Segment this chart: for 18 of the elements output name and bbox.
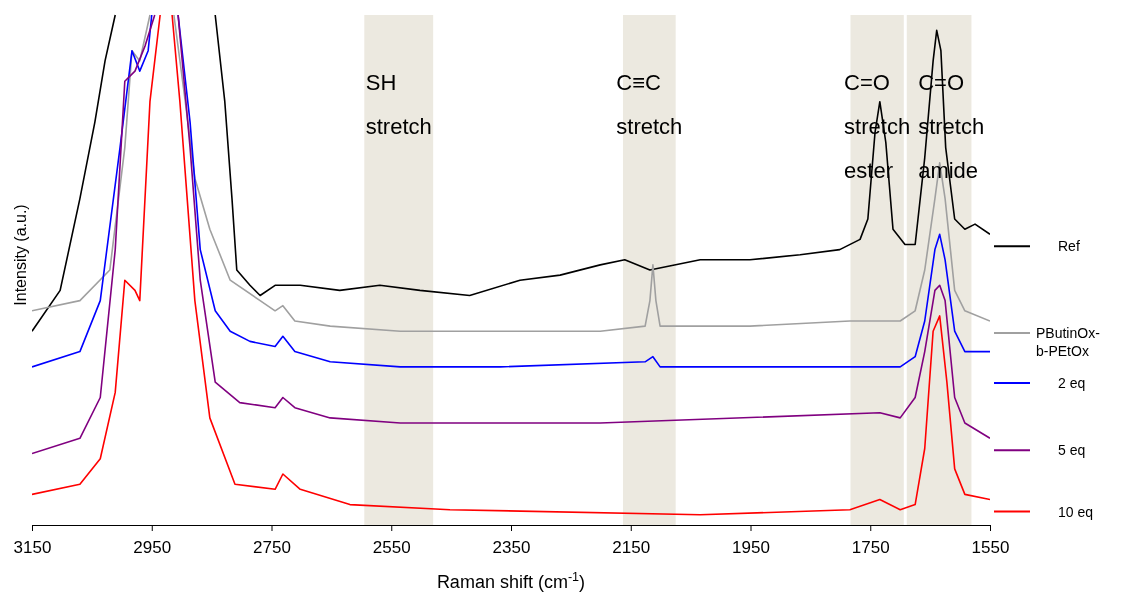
- x-tick-label: 3150: [13, 537, 52, 557]
- x-tick-label: 2150: [612, 537, 651, 557]
- x-tick-label: 1550: [971, 537, 1010, 557]
- band-label: C≡C stretch: [616, 70, 683, 139]
- x-tick-label: 2750: [253, 537, 291, 557]
- x-tick-label: 1750: [851, 537, 890, 557]
- x-tick-label: 2550: [372, 537, 411, 557]
- band-label: SH stretch: [365, 70, 432, 139]
- y-axis-title: Intensity (a.u.): [12, 204, 29, 306]
- legend-label: 2 eq: [1058, 375, 1086, 391]
- legend-label: 5 eq: [1058, 442, 1086, 459]
- x-tick-label: 2350: [492, 537, 531, 557]
- x-tick-label: 2950: [133, 537, 172, 557]
- x-tick-label: 1950: [732, 537, 770, 557]
- legend-label: PButinOx-b-PEtOx: [1036, 325, 1101, 359]
- x-axis-title: Raman shift (cm$^{-1}$): [436, 570, 586, 592]
- legend-label: 10 eq: [1058, 503, 1094, 520]
- legend-label: Ref: [1058, 238, 1080, 255]
